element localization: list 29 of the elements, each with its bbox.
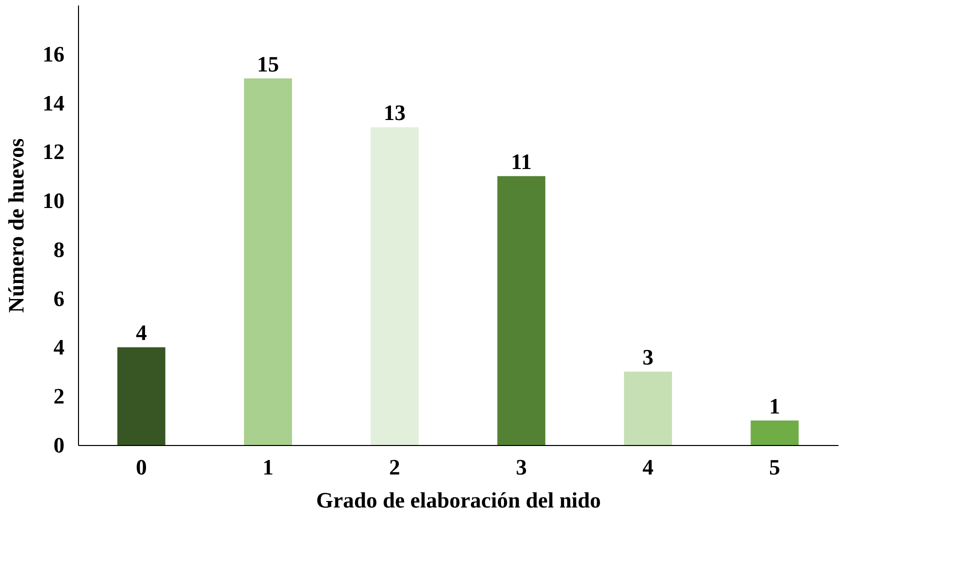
data-label: 13 <box>384 100 406 126</box>
x-tick-label: 4 <box>642 454 654 480</box>
y-tick-label: 4 <box>54 334 64 360</box>
y-tick-label: 14 <box>42 90 64 116</box>
y-tick-label: 8 <box>54 236 64 262</box>
data-label: 15 <box>257 51 279 76</box>
y-axis-title: Número de huevos <box>4 138 28 313</box>
y-tick-label: 10 <box>42 188 64 214</box>
x-tick-label: 2 <box>389 454 400 480</box>
bar <box>497 176 546 445</box>
bar <box>117 347 166 445</box>
data-label: 4 <box>136 320 147 346</box>
y-tick-label: 2 <box>54 384 64 409</box>
x-tick-label: 1 <box>262 454 274 480</box>
bar <box>624 372 672 445</box>
y-tick-label: 6 <box>54 286 64 311</box>
y-tick-label: 12 <box>42 139 64 164</box>
x-tick-label: 5 <box>769 454 780 480</box>
x-axis-title: Grado de elaboración del nido <box>316 488 601 512</box>
data-label: 1 <box>769 394 780 419</box>
data-label: 3 <box>642 344 654 370</box>
y-tick-label: 16 <box>42 41 64 66</box>
x-tick-label: 3 <box>516 454 527 480</box>
y-tick-label: 0 <box>54 432 64 458</box>
x-tick-label: 0 <box>136 454 147 480</box>
bar <box>370 127 419 445</box>
bar <box>244 78 292 445</box>
bar <box>750 420 799 445</box>
data-label: 11 <box>510 149 532 174</box>
